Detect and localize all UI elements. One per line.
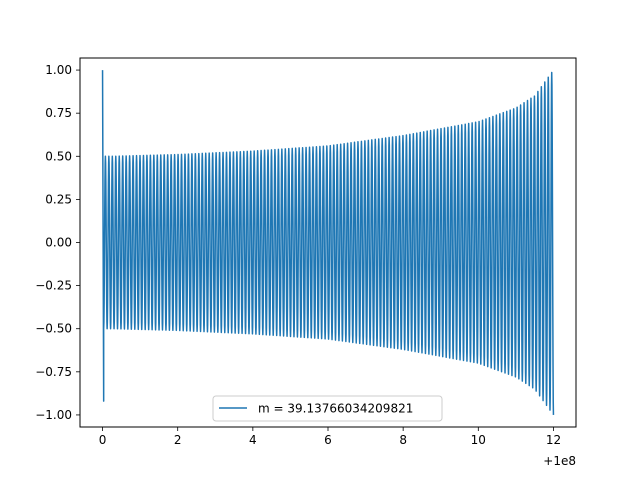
x-tick-label: 6 [324,433,332,447]
y-tick-label: 0.75 [45,106,72,120]
y-tick-label: 1.00 [45,63,72,77]
y-tick-label: −0.75 [35,365,72,379]
x-tick-label: 8 [399,433,407,447]
x-offset-label: +1e8 [543,454,576,468]
y-tick-label: −0.50 [35,322,72,336]
y-tick-label: −0.25 [35,279,72,293]
x-tick-label: 12 [546,433,561,447]
x-tick-label: 4 [249,433,257,447]
x-tick-label: 0 [99,433,107,447]
series-line-0 [101,70,555,415]
y-tick-label: 0.00 [45,236,72,250]
legend: m = 39.13766034209821 [212,395,443,422]
y-tick-label: 0.25 [45,192,72,206]
y-tick-label: −1.00 [35,408,72,422]
series-layer [101,70,555,415]
legend-box [212,395,443,422]
x-tick-label: 2 [174,433,182,447]
legend-label: m = 39.13766034209821 [258,402,413,416]
y-tick-label: 0.50 [45,149,72,163]
x-tick-label: 10 [471,433,486,447]
ticks-layer: 0 2 4 6 8 10 12 1.00 0.75 0.50 0.25 0.00 −0.25 −0.50 −… [35,63,561,447]
